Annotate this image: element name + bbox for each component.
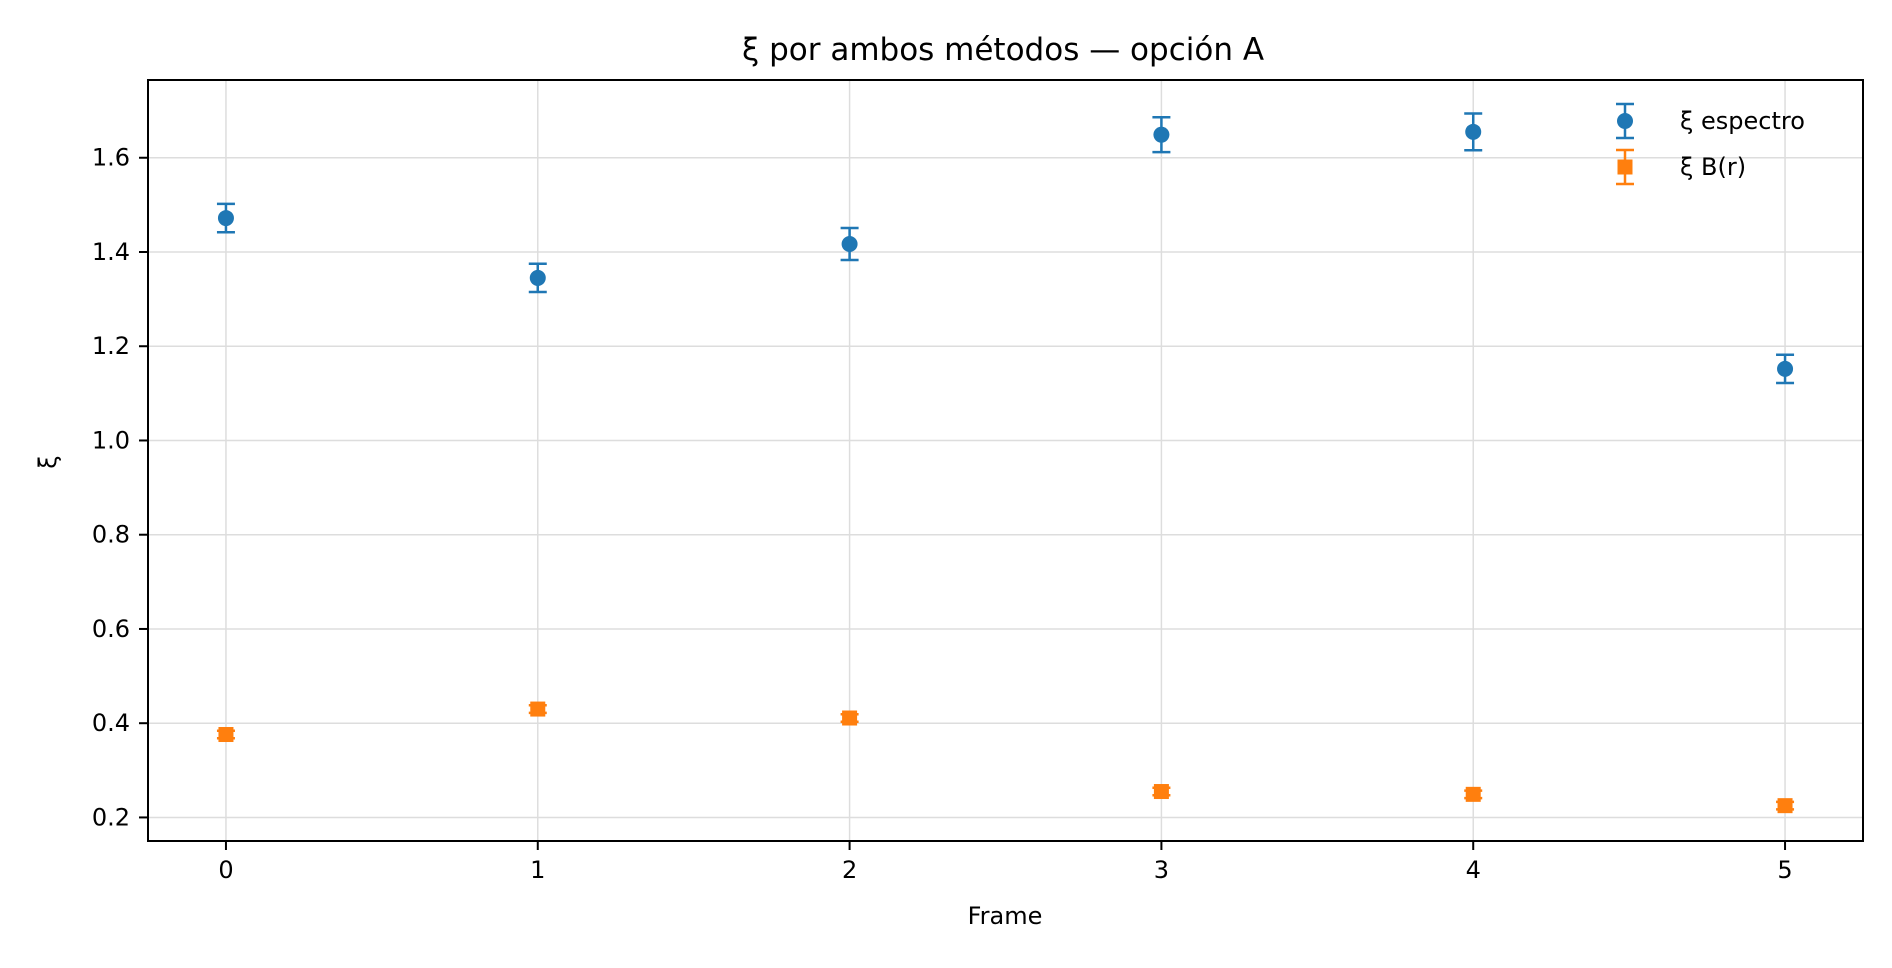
data-point: [841, 235, 858, 252]
chart-title: ξ por ambos métodos — opción A: [742, 32, 1264, 68]
series-layer: [216, 112, 1795, 814]
data-point: [1153, 126, 1170, 143]
series-1: [216, 701, 1795, 814]
legend-label: ξ B(r): [1680, 153, 1746, 181]
data-point: [1465, 123, 1482, 140]
data-point: [842, 710, 858, 726]
y-tick-label: 1.2: [92, 332, 130, 360]
data-point: [217, 210, 234, 227]
x-tick-label: 3: [1154, 856, 1169, 884]
grid: [148, 80, 1863, 841]
y-tick-label: 0.8: [92, 521, 130, 549]
legend-label: ξ espectro: [1680, 107, 1805, 135]
y-tick-label: 0.6: [92, 615, 130, 643]
data-point: [1153, 784, 1169, 800]
legend-item: ξ B(r): [1616, 148, 1746, 186]
legend: ξ espectro ξ B(r): [1616, 102, 1805, 186]
y-tick-label: 1.0: [92, 426, 130, 454]
axis-ticks: 0 1 2 3 4 5 0.2 0.4 0.6 0.8 1.0 1.2 1.4 1.6: [92, 144, 1793, 884]
x-tick-label: 1: [530, 856, 545, 884]
x-tick-label: 2: [842, 856, 857, 884]
y-tick-label: 1.6: [92, 144, 130, 172]
data-point: [1777, 798, 1793, 814]
y-tick-label: 0.2: [92, 803, 130, 831]
x-tick-label: 0: [218, 856, 233, 884]
data-point: [218, 727, 234, 743]
series-0: [216, 112, 1795, 385]
plot-frame: [147, 79, 1864, 842]
x-axis-label: Frame: [968, 902, 1043, 930]
x-tick-label: 5: [1777, 856, 1792, 884]
y-tick-label: 0.4: [92, 709, 130, 737]
data-point: [1465, 786, 1481, 802]
legend-marker: [1617, 159, 1633, 175]
legend-marker: [1617, 113, 1633, 129]
x-tick-label: 4: [1466, 856, 1481, 884]
data-point: [530, 701, 546, 717]
data-point: [529, 269, 546, 286]
y-axis-label: ξ: [34, 455, 62, 468]
data-point: [1777, 360, 1794, 377]
legend-item: ξ espectro: [1616, 102, 1805, 140]
y-tick-label: 1.4: [92, 238, 130, 266]
